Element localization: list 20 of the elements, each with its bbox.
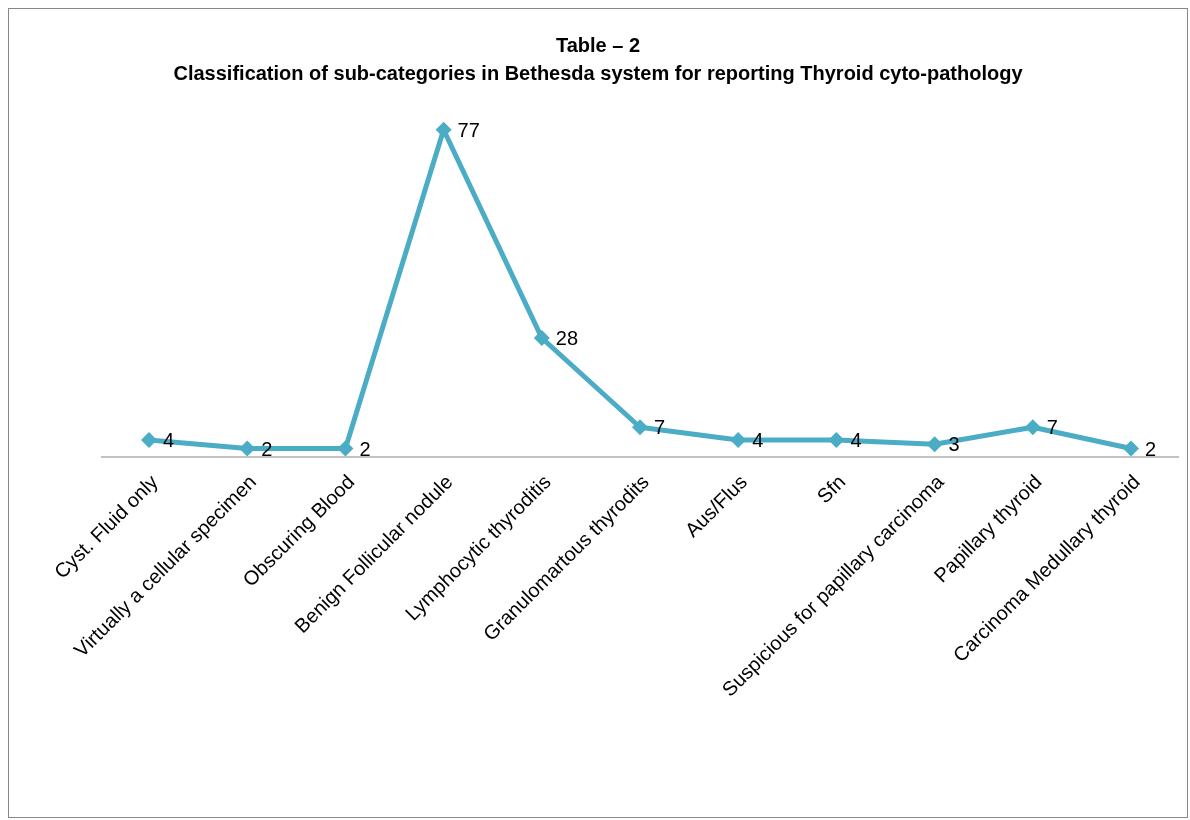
- point: [926, 436, 943, 453]
- point: [533, 330, 550, 346]
- data-label: 4: [752, 429, 764, 452]
- data-label: 2: [261, 437, 273, 460]
- data-label: 77: [457, 118, 480, 141]
- data-label: 4: [850, 429, 862, 452]
- point: [828, 432, 845, 448]
- chart-title: Table – 2: [554, 33, 642, 58]
- data-label: 4: [163, 429, 175, 452]
- point: [1024, 419, 1041, 436]
- data-label: 28: [555, 327, 579, 350]
- chart-subtitle: Classification of sub-categories in Bethesda system for reporting Thyroid cyto-pathology: [172, 61, 1024, 86]
- data-label: 2: [1145, 437, 1157, 460]
- point: [141, 432, 157, 448]
- point: [1123, 440, 1139, 457]
- point: [632, 419, 648, 436]
- data-label: 2: [359, 437, 371, 460]
- x-tick-label: Sfn: [812, 470, 850, 508]
- point: [435, 121, 452, 138]
- data-label: 7: [654, 416, 666, 439]
